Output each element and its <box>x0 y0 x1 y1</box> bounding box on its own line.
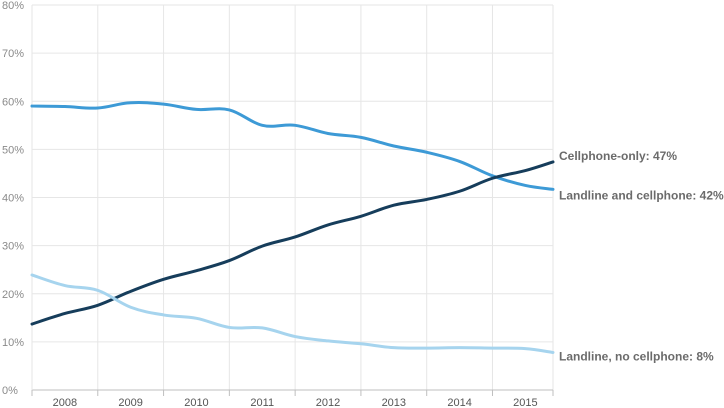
series-label-landline-and-cellphone: Landline and cellphone: 42% <box>559 188 724 202</box>
series-line-cellphone-only <box>30 160 555 326</box>
series-line-landline-no-cellphone <box>30 273 555 354</box>
series-label-cellphone-only: Cellphone-only: 47% <box>559 149 677 163</box>
series-layer <box>30 100 555 354</box>
y-tick-label: 20% <box>2 289 24 301</box>
x-tick-label: 2014 <box>447 397 471 408</box>
y-tick-label: 80% <box>2 0 24 12</box>
x-tick-label: 2015 <box>513 397 537 408</box>
series-line-landline-and-cellphone <box>30 100 555 191</box>
series-label-layer: Landline and cellphone: 42% Cellphone-onl… <box>559 149 724 364</box>
x-tick-label: 2010 <box>184 397 208 408</box>
x-tick-label: 2012 <box>316 397 340 408</box>
series-label-landline-no-cellphone: Landline, no cellphone: 8% <box>559 349 714 363</box>
x-tick-label: 2008 <box>53 397 77 408</box>
grid-layer <box>32 4 554 390</box>
y-tick-label: 40% <box>2 193 24 205</box>
y-tick-label: 50% <box>2 144 24 156</box>
y-tick-label: 0% <box>2 385 18 397</box>
y-tick-label: 70% <box>2 48 24 60</box>
x-tick-label: 2009 <box>118 397 142 408</box>
x-tick-label: 2013 <box>382 397 406 408</box>
x-tick-label: 2011 <box>250 397 274 408</box>
y-tick-label: 60% <box>2 96 24 108</box>
y-tick-label: 10% <box>2 337 24 349</box>
axis-layer: 0% 10% 20% 30% 40% 50% 60% 70% 80% 2008 2009 2010 20… <box>2 0 554 408</box>
y-tick-label: 30% <box>2 241 24 253</box>
